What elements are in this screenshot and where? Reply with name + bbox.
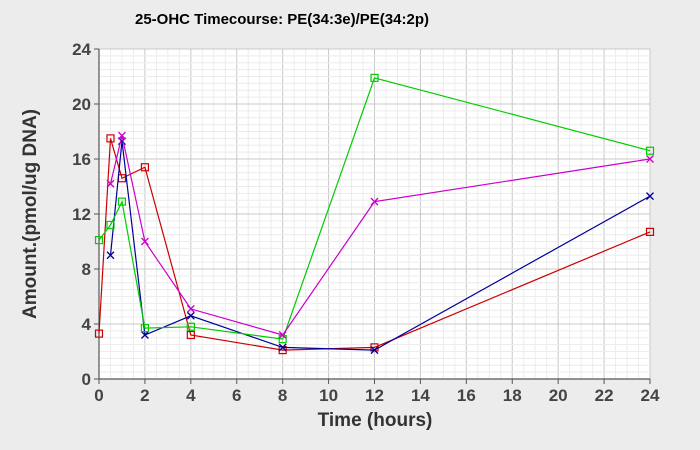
series-line	[98, 138, 651, 351]
y-tick-label: 20	[72, 95, 91, 114]
data-point-x	[140, 331, 149, 339]
data-point-square	[140, 324, 150, 333]
x-tick-label: 6	[232, 386, 241, 405]
data-point-square	[106, 220, 115, 230]
data-point-square	[645, 146, 655, 155]
series-layer	[94, 73, 655, 355]
y-axis-label: Amount.(pmol/ug DNA)	[20, 109, 41, 319]
x-tick-label: 18	[503, 386, 522, 405]
data-point-square	[370, 73, 379, 82]
data-point-x	[186, 304, 195, 313]
data-point-square	[94, 329, 104, 338]
data-point-square	[140, 163, 150, 172]
data-point-x	[140, 237, 149, 246]
data-point-square	[186, 330, 195, 340]
x-tick-label: 2	[140, 386, 149, 405]
y-tick-label: 0	[82, 370, 91, 389]
y-tick-label: 24	[72, 40, 91, 59]
x-tick-label: 10	[319, 386, 338, 405]
x-tick-label: 0	[94, 386, 103, 405]
x-tick-label: 12	[365, 386, 384, 405]
data-point-square	[645, 227, 655, 236]
data-point-square	[94, 236, 104, 245]
chart-title: 25-OHC Timecourse: PE(34:3e)/PE(34:2p)	[135, 11, 429, 28]
x-tick-label: 20	[549, 386, 568, 405]
y-tick-label: 4	[82, 315, 92, 334]
x-tick-label: 22	[595, 386, 614, 405]
series-3	[94, 73, 655, 344]
data-point-x	[370, 346, 379, 355]
data-point-x	[646, 155, 654, 163]
data-point-x	[370, 197, 379, 206]
data-point-x	[117, 131, 126, 140]
data-point-x	[278, 343, 287, 352]
data-point-x	[646, 192, 654, 201]
data-point-square	[186, 322, 195, 331]
x-tick-label: 24	[641, 386, 660, 405]
data-point-x	[278, 331, 287, 339]
data-point-x	[186, 311, 195, 320]
y-tick-label: 12	[72, 205, 91, 224]
data-point-x	[106, 251, 115, 260]
y-tick-label: 8	[82, 260, 91, 279]
series-4	[106, 131, 654, 339]
x-tick-label: 8	[278, 386, 287, 405]
data-point-square	[106, 134, 115, 143]
x-tick-label: 14	[411, 386, 430, 405]
x-tick-label: 16	[457, 386, 476, 405]
data-point-square	[117, 197, 127, 206]
data-point-x	[106, 179, 115, 188]
grid	[98, 48, 651, 380]
y-tick-label: 16	[72, 150, 91, 169]
x-tick-label: 4	[186, 386, 196, 405]
x-axis-label: Time (hours)	[318, 410, 433, 431]
